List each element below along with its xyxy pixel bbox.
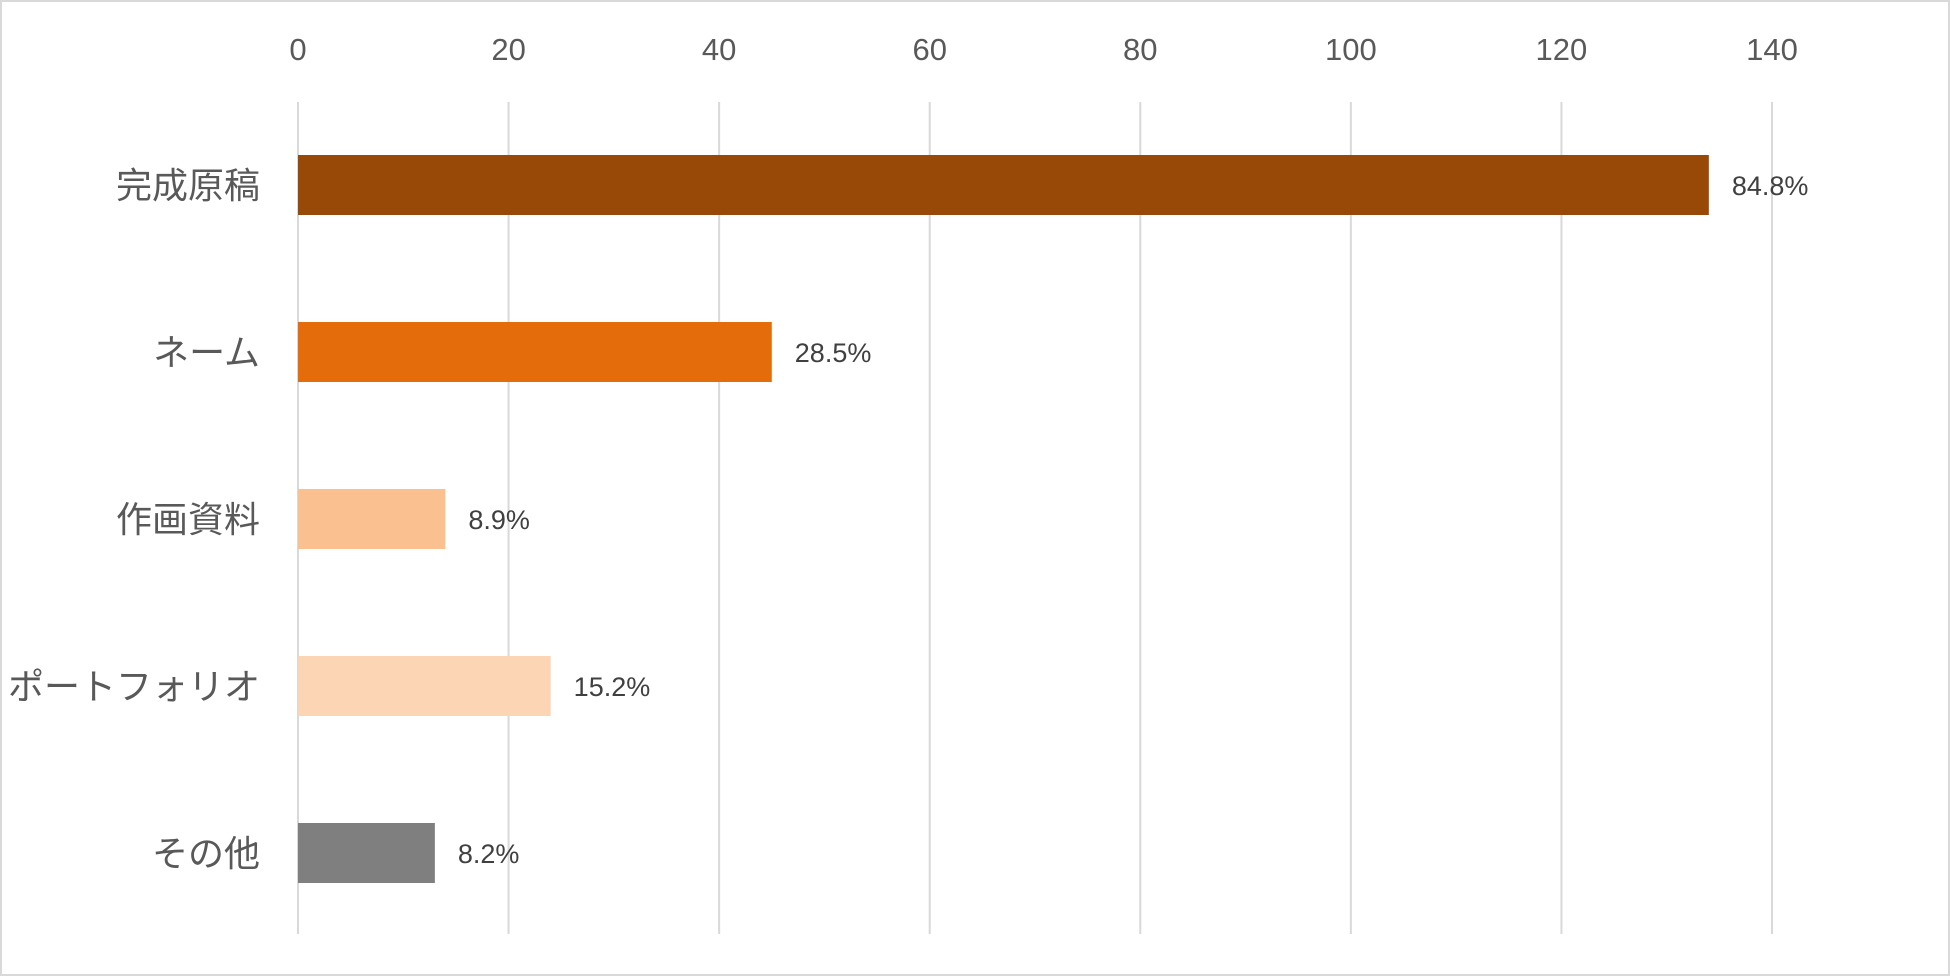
x-tick-label: 20 [491, 32, 525, 67]
gridlines [297, 102, 1773, 934]
bar [298, 489, 446, 549]
x-tick-label: 40 [702, 32, 736, 67]
category-label: ポートフォリオ [8, 667, 260, 708]
bar [298, 322, 772, 382]
x-tick-label: 100 [1325, 32, 1377, 67]
data-label: 8.9% [468, 505, 530, 535]
category-label: ネーム [153, 333, 260, 374]
category-label: 作画資料 [116, 500, 260, 541]
category-label: 完成原稿 [116, 166, 260, 207]
data-label: 84.8% [1732, 171, 1809, 201]
x-tick-label: 120 [1536, 32, 1588, 67]
bar [298, 656, 551, 716]
data-label: 8.2% [458, 839, 520, 869]
x-tick-label: 140 [1746, 32, 1798, 67]
x-axis-tick-labels: 0 20 40 60 80 100 120 140 [289, 32, 1797, 67]
x-tick-label: 60 [912, 32, 946, 67]
data-label: 15.2% [574, 672, 651, 702]
bar [298, 155, 1709, 215]
category-label: その他 [152, 834, 260, 875]
bars [298, 155, 1709, 883]
bar [298, 823, 435, 883]
data-label: 28.5% [795, 338, 872, 368]
x-tick-label: 80 [1123, 32, 1157, 67]
data-labels: 84.8% 28.5% 8.9% 15.2% 8.2% [458, 171, 1809, 869]
x-tick-label: 0 [289, 32, 306, 67]
